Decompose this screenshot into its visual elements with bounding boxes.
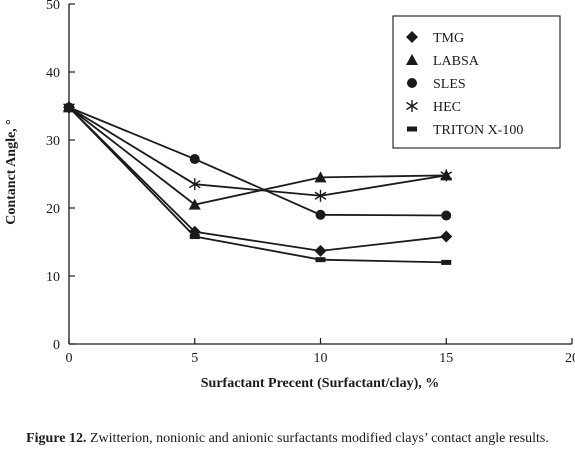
caption-text: Zwitterion, nonionic and anionic surfact…	[86, 431, 549, 446]
legend-item-labsa: LABSA	[406, 54, 480, 69]
legend-label-triton-x-100: TRITON X-100	[433, 123, 523, 138]
y-tick-label: 20	[46, 202, 60, 217]
data-point-hec	[314, 189, 327, 202]
series-line-hec	[68, 106, 447, 197]
data-point-triton-x-100	[189, 234, 200, 240]
x-tick-label: 10	[314, 351, 328, 366]
y-axis-title: Contanct Angle, °	[4, 119, 19, 225]
series-group	[63, 101, 453, 265]
data-point-sles	[441, 210, 452, 221]
asterisk-stroke	[440, 171, 453, 180]
asterisk-stroke	[406, 101, 418, 111]
data-point-labsa	[314, 171, 327, 183]
x-tick-label: 20	[565, 351, 575, 366]
data-point-sles	[189, 154, 200, 165]
series-line-sles	[68, 106, 447, 217]
legend: TMG LABSA SLES HEC TRITON X-100	[392, 15, 561, 149]
data-point-triton-x-100	[64, 104, 74, 110]
legend-marker-triton-x-100	[407, 126, 417, 132]
x-tick-labels: 0 5 10 15 20	[66, 338, 575, 366]
data-point-hec	[440, 169, 453, 182]
legend-item-tmg: TMG	[406, 31, 464, 46]
data-point-triton-x-100	[315, 257, 326, 263]
legend-label-tmg: TMG	[433, 31, 464, 46]
data-point-sles	[315, 209, 326, 220]
series-sles	[64, 102, 452, 221]
data-point-labsa	[188, 198, 201, 210]
asterisk-stroke	[314, 191, 327, 200]
contact-angle-chart: 0 10 20 30 40 50 0 5 10 15 20 TMG LABSA SLES HEC TRIT…	[4, 0, 575, 391]
legend-marker-tmg	[406, 31, 418, 43]
legend-label-sles: SLES	[433, 77, 466, 92]
x-tick-label: 15	[439, 351, 453, 366]
data-point-tmg	[314, 244, 327, 257]
figure-caption: Figure 12. Zwitterion, nonionic and anio…	[0, 429, 575, 449]
legend-marker-sles	[407, 78, 417, 88]
legend-box	[392, 15, 561, 149]
y-tick-label: 0	[53, 338, 60, 353]
caption-label: Figure 12.	[26, 431, 87, 446]
x-tick-label: 0	[66, 351, 73, 366]
series-line-labsa	[68, 106, 447, 206]
y-tick-label: 30	[46, 134, 60, 149]
series-line-triton-x-100	[68, 106, 447, 264]
legend-marker-hec	[406, 100, 418, 112]
series-triton-x-100	[64, 104, 452, 265]
x-tick-label: 5	[191, 351, 198, 366]
legend-item-triton-x-100: TRITON X-100	[407, 123, 523, 138]
data-point-tmg	[440, 230, 453, 243]
asterisk-stroke	[188, 180, 201, 189]
x-axis-title: Surfactant Precent (Surfactant/clay), %	[201, 376, 439, 391]
y-tick-labels: 0 10 20 30 40 50	[46, 0, 75, 353]
legend-label-labsa: LABSA	[433, 54, 480, 69]
y-tick-label: 40	[46, 66, 60, 81]
series-line-tmg	[68, 106, 447, 252]
data-point-triton-x-100	[441, 259, 452, 265]
legend-item-hec: HEC	[406, 100, 461, 115]
y-tick-label: 10	[46, 270, 60, 285]
legend-label-hec: HEC	[433, 100, 461, 115]
legend-marker-labsa	[406, 54, 418, 65]
y-tick-label: 50	[46, 0, 60, 13]
data-point-hec	[188, 178, 201, 191]
legend-item-sles: SLES	[407, 77, 466, 92]
